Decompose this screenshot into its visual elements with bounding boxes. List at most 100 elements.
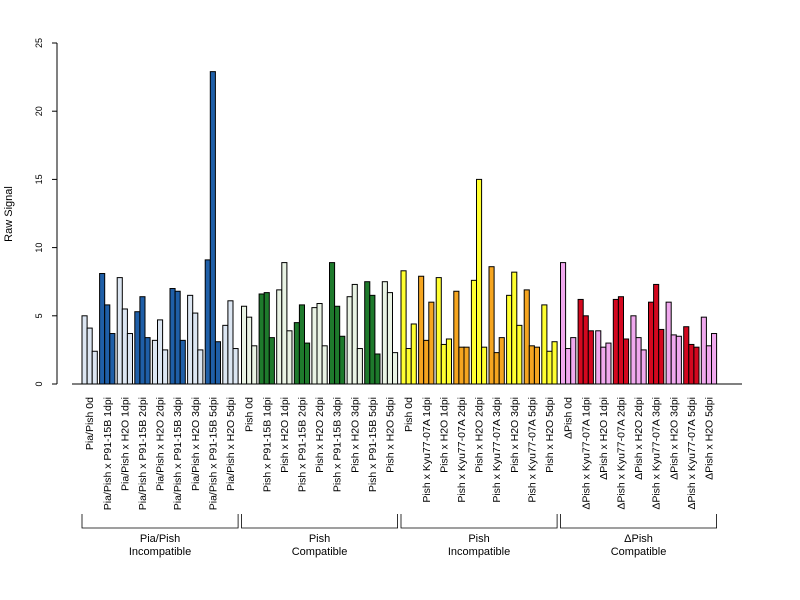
bar: [435, 277, 442, 385]
x-tick-label: ΔPish x Kyu77-07A 2dpi: [615, 397, 627, 510]
bar: [670, 334, 677, 385]
bar: [400, 270, 407, 385]
bar: [281, 262, 288, 385]
bar: [104, 304, 111, 385]
x-tick-label: Pish x P91-15B 1dpi: [261, 397, 273, 492]
bar: [493, 352, 500, 385]
x-tick-label: Pish 0d: [244, 397, 256, 432]
bar: [263, 292, 270, 385]
bar: [405, 348, 412, 385]
x-tick-label: Pia/Pish x P91-15B 3dpi: [172, 397, 184, 510]
bar: [151, 339, 158, 385]
x-tick-label: Pish x Kyu77-07A 2dpi: [456, 397, 468, 503]
x-tick-label: Pia/Pish x H2O 5dpi: [225, 397, 237, 491]
bar: [675, 335, 682, 385]
x-tick-label: ΔPish x H2O 2dpi: [633, 397, 645, 480]
bar: [392, 352, 399, 385]
bar: [665, 301, 672, 385]
x-tick-label: ΔPish x H2O 5dpi: [703, 397, 715, 480]
bar: [418, 275, 425, 385]
bar: [600, 346, 607, 385]
bar: [209, 71, 216, 385]
bar: [516, 324, 523, 385]
group-label: Pish: [468, 533, 489, 545]
bar: [658, 328, 665, 385]
bar: [693, 346, 700, 385]
bar: [276, 289, 283, 385]
x-tick-label: Pia/Pish 0d: [84, 397, 96, 450]
bar: [321, 345, 328, 385]
bar: [86, 327, 93, 385]
bar: [428, 301, 435, 385]
bar: [546, 350, 553, 385]
x-tick-label: Pish x H2O 3dpi: [349, 397, 361, 473]
bar: [187, 294, 194, 385]
bar: [197, 349, 204, 385]
bar: [179, 339, 186, 385]
bar: [612, 298, 619, 385]
bar: [126, 333, 134, 385]
bar: [565, 348, 572, 385]
bar: [227, 300, 234, 385]
bar: [121, 308, 128, 385]
y-tick-label: 5: [34, 313, 44, 318]
y-tick-label: 10: [34, 243, 44, 253]
x-tick-label: Pish x Kyu77-07A 5dpi: [526, 397, 538, 503]
x-tick-label: ΔPish 0d: [563, 397, 575, 439]
bar: [630, 315, 637, 385]
bar: [582, 315, 589, 385]
bar: [481, 346, 488, 385]
x-tick-labels: Pia/Pish 0d Pia/Pish x P91-15B 1dpi Pia/Pi…: [84, 397, 715, 510]
x-tick-label: ΔPish x Kyu77-07A 1dpi: [580, 397, 592, 510]
group-brackets: Pia/PishIncompatiblePishCompatiblePishIn…: [81, 514, 717, 558]
bar: [251, 345, 258, 385]
bar: [623, 338, 630, 385]
bar: [488, 266, 495, 385]
x-tick-label: Pish x H2O 3dpi: [509, 397, 521, 473]
x-tick-label: Pia/Pish x P91-15B 5dpi: [207, 397, 219, 510]
bar: [329, 262, 336, 385]
bar: [91, 350, 98, 385]
bar: [144, 337, 151, 385]
x-tick-label: Pish x P91-15B 3dpi: [332, 397, 344, 492]
bar: [463, 346, 470, 385]
bar: [528, 345, 535, 385]
x-tick-label: Pish x Kyu77-07A 1dpi: [421, 397, 433, 503]
x-tick-label: ΔPish x Kyu77-07A 5dpi: [686, 397, 698, 510]
bar: [440, 343, 447, 385]
bar: [109, 333, 116, 385]
bar: [339, 335, 346, 385]
bar: [351, 283, 358, 385]
group-bracket: [241, 514, 398, 529]
bar: [605, 342, 612, 385]
x-tick-label: ΔPish x H2O 1dpi: [598, 397, 610, 480]
bar: [386, 292, 393, 385]
group-label: Pish: [309, 533, 330, 545]
group-label: ΔPish: [624, 533, 653, 545]
bar: [688, 343, 695, 385]
x-tick-label: Pish x H2O 5dpi: [384, 397, 396, 473]
bar: [551, 341, 558, 385]
bar: [268, 337, 275, 385]
y-axis-label: Raw Signal: [3, 186, 15, 242]
bar: [246, 316, 253, 385]
bar: [653, 283, 660, 385]
x-tick-label: Pia/Pish x P91-15B 1dpi: [102, 397, 114, 510]
x-tick-label: Pish x H2O 5dpi: [544, 397, 556, 473]
bar: [470, 279, 477, 385]
bar: [222, 324, 229, 385]
bar: [364, 281, 371, 385]
bar: [192, 312, 199, 385]
x-tick-label: ΔPish x Kyu77-07A 3dpi: [651, 397, 663, 510]
x-tick-label: Pia/Pish x H2O 3dpi: [190, 397, 202, 491]
bar: [139, 296, 146, 385]
bar: [214, 341, 221, 385]
bar: [700, 316, 707, 385]
bar: [635, 337, 642, 385]
y-tick-label: 25: [34, 38, 44, 48]
group-bracket: [400, 514, 558, 529]
bar: [648, 301, 655, 385]
bar: [595, 330, 602, 385]
group-sublabel: Compatible: [611, 546, 667, 558]
bar: [169, 288, 176, 385]
